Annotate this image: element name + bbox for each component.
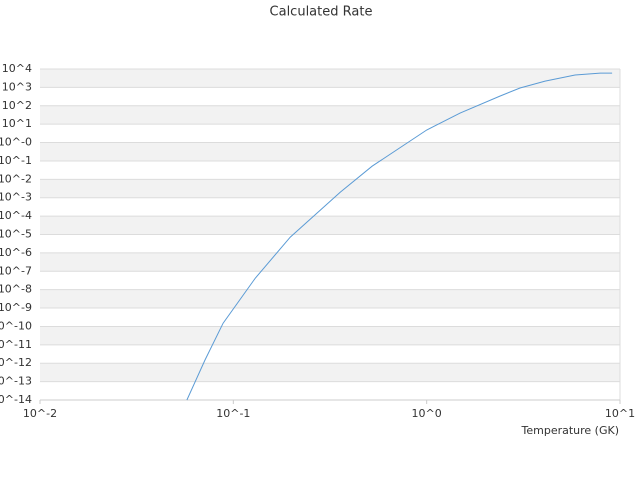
- chart-title: Calculated Rate: [270, 5, 373, 20]
- y-tick-label: 10^-1: [0, 154, 32, 167]
- y-tick-label: 10^-11: [0, 338, 32, 351]
- grid-band: [40, 216, 620, 235]
- x-tick-label: 10^0: [412, 407, 442, 420]
- x-tick-label: 10^-2: [23, 407, 57, 420]
- data-line: [186, 72, 613, 401]
- y-tick-label: 10^4: [2, 62, 32, 75]
- y-tick-label: 10^3: [2, 80, 32, 93]
- y-tick-label: 10^-5: [0, 228, 32, 241]
- grid-band: [40, 105, 620, 125]
- y-tick-label: 10^-4: [0, 209, 32, 222]
- grid-band: [40, 252, 620, 272]
- y-tick-label: 10^-14: [0, 393, 32, 406]
- grid-band: [40, 142, 620, 161]
- grid-band: [40, 179, 620, 198]
- y-tick-label: 10^-7: [0, 264, 32, 277]
- x-tick-label: 10^-1: [216, 407, 250, 420]
- y-tick-label: 10^-12: [0, 356, 32, 369]
- grid-band: [40, 326, 620, 345]
- y-tick-label: 10^-3: [0, 191, 32, 204]
- y-tick-label: 10^-6: [0, 246, 32, 259]
- y-tick-label: 10^-2: [0, 172, 32, 185]
- y-tick-label: 10^-9: [0, 301, 32, 314]
- y-tick-label: 10^1: [2, 117, 32, 130]
- y-tick-label: 10^-8: [0, 283, 32, 296]
- y-tick-label: 10^-10: [0, 319, 32, 332]
- y-tick-label: 10^-0: [0, 136, 32, 149]
- x-axis-label: Temperature (GK): [521, 424, 620, 437]
- grid-band: [40, 69, 620, 88]
- grid-band: [40, 289, 620, 309]
- x-tick-label: 10^1: [605, 407, 635, 420]
- grid-band: [40, 363, 620, 382]
- y-tick-label: 10^2: [2, 99, 32, 112]
- y-tick-label: 10^-13: [0, 375, 32, 388]
